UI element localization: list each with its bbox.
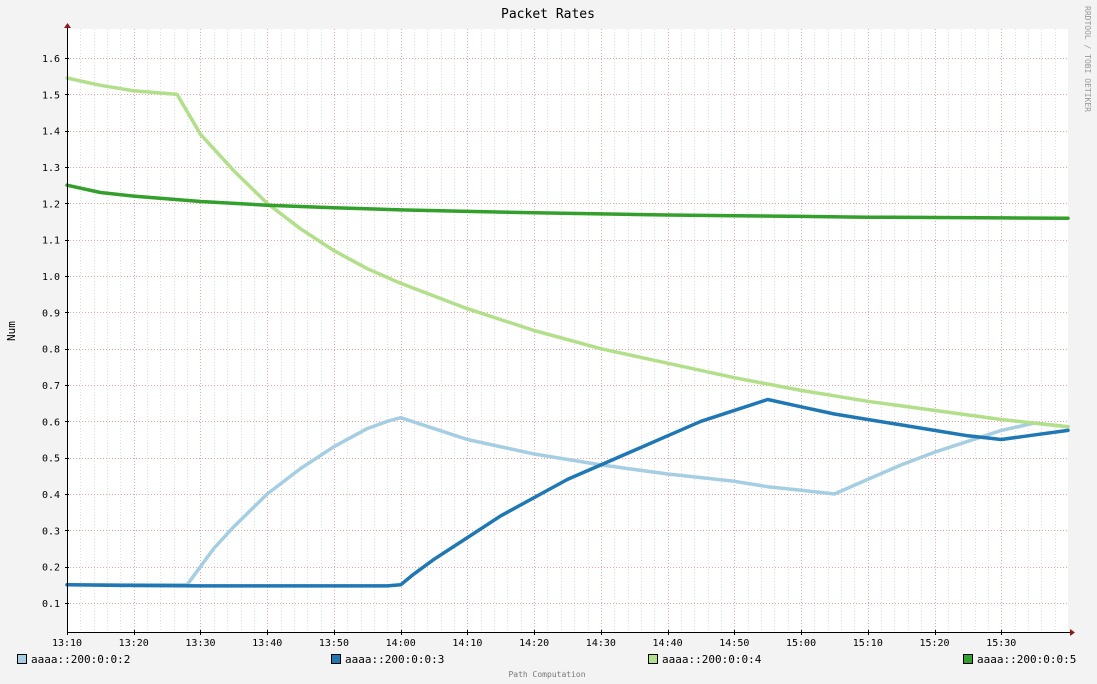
series-line <box>65 415 1070 587</box>
y-tick-label: 0.9 <box>42 308 60 319</box>
x-tick-label: 14:10 <box>452 638 482 649</box>
x-tick-label: 13:40 <box>252 638 282 649</box>
plot-area <box>67 29 1068 632</box>
x-tick-label: 14:00 <box>386 638 416 649</box>
y-tick-label: 0.1 <box>42 599 60 610</box>
y-tick-label: 0.2 <box>42 563 60 574</box>
y-tick-label: 1.4 <box>42 127 60 138</box>
x-tick-label: 14:30 <box>586 638 616 649</box>
y-axis-label: Num <box>5 321 18 341</box>
legend-label: aaaa::200:0:0:5 <box>977 653 1076 666</box>
y-tick-label: 0.5 <box>42 454 60 465</box>
watermark: RRDTOOL / TOBI OETIKER <box>1083 6 1092 112</box>
y-tick-label: 0.6 <box>42 417 60 428</box>
y-tick-label: 0.4 <box>42 490 60 501</box>
y-tick-label: 1.5 <box>42 90 60 101</box>
x-tick-label: 13:10 <box>52 638 82 649</box>
legend: aaaa::200:0:0:2 aaaa::200:0:0:3 aaaa::200:… <box>17 653 1076 666</box>
x-axis-ticks: 13:10 13:20 13:30 13:40 13:50 14:00 14:10 14:20… <box>52 630 1016 649</box>
series-line <box>65 76 1070 429</box>
x-axis-arrow <box>1070 629 1075 636</box>
y-tick-label: 1.1 <box>42 236 60 247</box>
y-axis-ticks: 0.1 0.2 0.3 0.4 0.5 0.6 0.7 0.8 0.9 1.0 1.1 1.2 1.3 1… <box>42 54 69 610</box>
legend-label: aaaa::200:0:0:4 <box>662 653 762 666</box>
legend-label: aaaa::200:0:0:3 <box>345 653 444 666</box>
footer-label: Path Computation <box>508 670 585 679</box>
y-axis-arrow <box>64 23 71 28</box>
legend-swatch <box>648 654 658 664</box>
series-line <box>65 397 1070 588</box>
x-tick-label: 15:10 <box>853 638 883 649</box>
y-tick-label: 1.6 <box>42 54 60 65</box>
y-tick-label: 0.7 <box>42 381 60 392</box>
y-tick-label: 1.2 <box>42 199 60 210</box>
x-tick-label: 15:20 <box>919 638 949 649</box>
series-layer <box>65 76 1070 588</box>
x-tick-label: 14:50 <box>719 638 749 649</box>
legend-swatch <box>963 654 973 664</box>
x-tick-label: 13:20 <box>119 638 149 649</box>
x-tick-label: 14:40 <box>653 638 683 649</box>
grid <box>67 29 1068 632</box>
x-tick-label: 13:30 <box>185 638 215 649</box>
legend-swatch <box>17 654 27 664</box>
x-tick-label: 14:20 <box>519 638 549 649</box>
y-tick-label: 0.3 <box>42 526 60 537</box>
y-tick-label: 0.8 <box>42 345 60 356</box>
series-line <box>65 183 1070 221</box>
chart-title: Packet Rates <box>501 7 595 22</box>
legend-swatch <box>331 654 341 664</box>
x-tick-label: 13:50 <box>319 638 349 649</box>
y-tick-label: 1.0 <box>42 272 60 283</box>
x-tick-label: 15:00 <box>786 638 816 649</box>
x-tick-label: 15:30 <box>986 638 1016 649</box>
axes <box>64 23 1075 636</box>
y-tick-label: 1.3 <box>42 163 60 174</box>
legend-label: aaaa::200:0:0:2 <box>31 653 130 666</box>
